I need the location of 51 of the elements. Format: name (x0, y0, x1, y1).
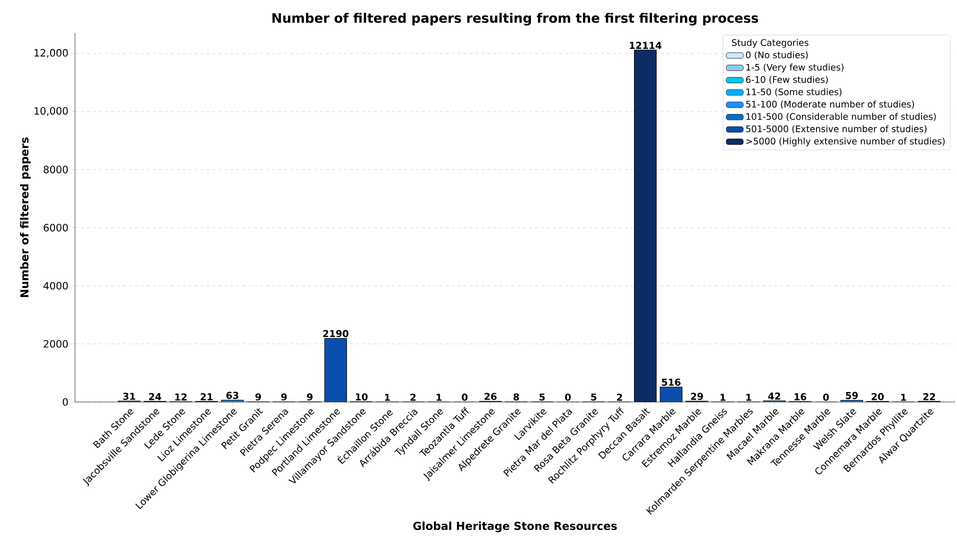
y-axis-title: Number of filtered papers (20, 137, 31, 298)
legend-label: 1-5 (Very few studies) (746, 64, 844, 72)
data-label: 0 (823, 394, 829, 401)
data-label: 59 (846, 392, 858, 400)
data-label: 1 (746, 394, 752, 401)
legend-label: 11-50 (Some studies) (746, 88, 842, 96)
y-tick-label: 0 (62, 398, 68, 406)
data-label: 22 (923, 393, 935, 400)
data-label: 1 (385, 394, 390, 401)
legend-label: 101-500 (Considerable number of studies) (746, 112, 936, 121)
data-label: 12114 (630, 42, 662, 49)
chart-title: Number of filtered papers resulting from the first filtering process (272, 12, 758, 26)
data-label: 1 (720, 394, 726, 401)
data-label: 10 (356, 393, 368, 401)
legend-label: >5000 (Highly extensive number of studies) (746, 138, 945, 146)
data-label: 31 (123, 392, 136, 400)
y-tick-label: 4000 (44, 282, 68, 290)
data-label: 26 (484, 392, 497, 400)
y-tick-label: 10,000 (34, 107, 68, 116)
data-label: 2 (616, 394, 622, 401)
y-tick-label: 12,000 (34, 49, 68, 58)
data-label: 516 (662, 378, 681, 386)
data-label: 20 (872, 393, 884, 400)
y-tick-label: 2000 (44, 340, 68, 348)
data-label: 9 (255, 393, 261, 401)
data-label: 2190 (323, 330, 348, 338)
data-label: 2 (410, 394, 416, 401)
data-label: 0 (462, 394, 468, 401)
y-tick-label: 6000 (44, 224, 68, 232)
data-label: 16 (794, 393, 806, 400)
data-label: 24 (149, 393, 162, 400)
data-label: 21 (200, 393, 213, 400)
legend-title: Study Categories (732, 39, 808, 48)
data-label: 12 (175, 393, 187, 400)
data-label: 29 (691, 392, 703, 400)
data-label: 1 (901, 394, 906, 401)
legend-label: 501-5000 (Extensive number of studies) (746, 125, 926, 134)
data-label: 63 (226, 392, 238, 399)
x-axis-title: Global Heritage Stone Resources (413, 522, 617, 532)
legend-label: 51-100 (Moderate number of studies) (746, 100, 914, 109)
data-label: 42 (768, 392, 780, 400)
legend-label: 6-10 (Few studies) (746, 76, 828, 84)
data-label: 5 (591, 394, 596, 401)
y-tick-label: 8000 (44, 166, 68, 174)
data-label: 9 (281, 393, 287, 401)
data-label: 8 (514, 393, 520, 401)
data-label: 5 (540, 394, 545, 401)
data-label: 1 (436, 394, 442, 401)
data-label: 0 (565, 394, 571, 401)
legend-label: 0 (No studies) (746, 51, 808, 60)
data-label: 9 (307, 393, 313, 401)
